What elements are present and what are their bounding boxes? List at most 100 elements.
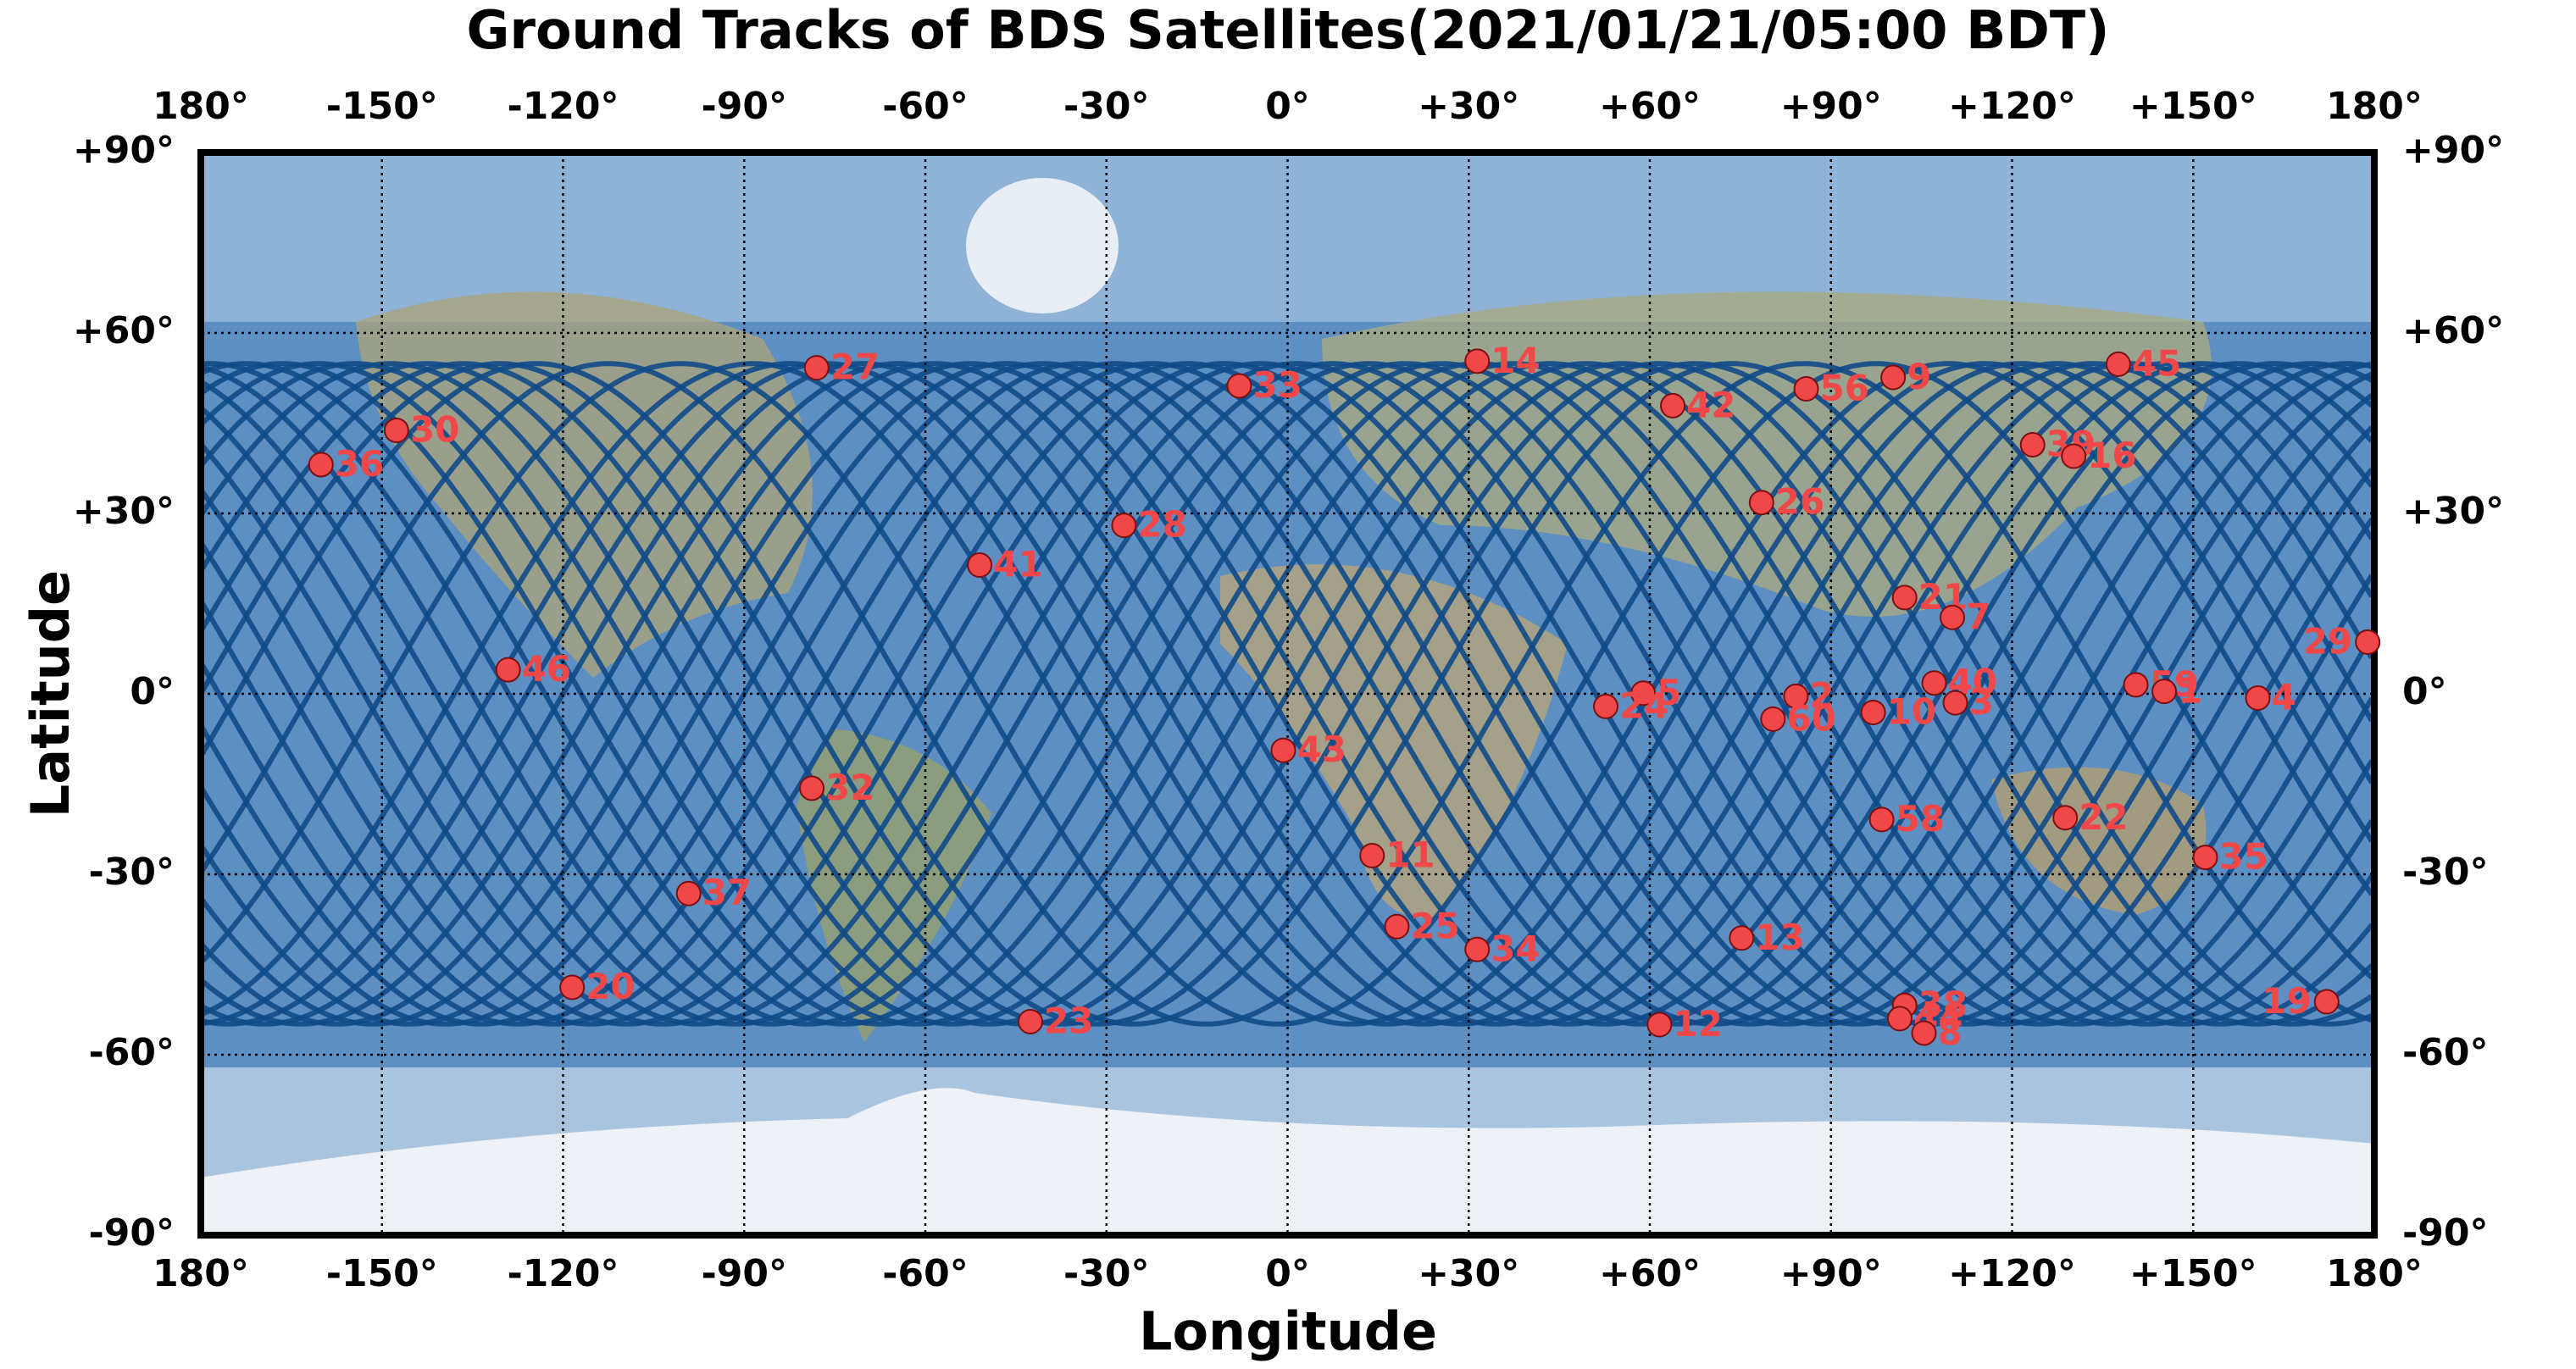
satellite-point	[1592, 693, 1618, 719]
satellite-point	[2151, 679, 2178, 705]
satellite-point	[1226, 373, 1252, 399]
satellite-label: 29	[2303, 620, 2352, 662]
y-tick-label: -30°	[2402, 851, 2489, 894]
south-america	[797, 729, 991, 1042]
satellite-label: 43	[1297, 729, 1346, 770]
satellite-point	[1942, 690, 1968, 716]
satellite-label: 26	[1775, 481, 1824, 523]
x-tick-label: +30°	[1418, 1252, 1519, 1295]
ground-track	[198, 361, 2374, 1027]
satellite-label: 10	[1887, 691, 1936, 733]
x-tick-label: +30°	[1418, 85, 1519, 128]
y-tick-label: +60°	[2402, 309, 2504, 352]
x-tick-label: +150°	[2129, 85, 2257, 128]
satellite-label: 8	[1937, 1012, 1962, 1053]
x-tick-label: -150°	[326, 1252, 438, 1295]
satellite-point	[2123, 672, 2149, 698]
satellite-point	[1729, 925, 1755, 951]
chart-title: Ground Tracks of BDS Satellites(2021/01/…	[467, 0, 2110, 61]
y-axis-label: Latitude	[19, 570, 81, 818]
satellite-label: 38	[1918, 984, 1968, 1025]
satellite-point	[1939, 604, 1965, 630]
satellite-label: 23	[1044, 1000, 1093, 1041]
satellite-point	[2192, 845, 2218, 871]
x-tick-label: -120°	[507, 85, 619, 128]
satellite-point	[2019, 432, 2046, 458]
y-tick-label: -90°	[2402, 1211, 2489, 1255]
y-tick-label: 0°	[130, 670, 175, 713]
y-tick-label: -90°	[89, 1211, 175, 1255]
satellite-point	[2355, 629, 2381, 655]
satellite-label: 14	[1491, 340, 1540, 381]
satellite-point	[1921, 670, 1947, 696]
y-tick-label: +60°	[73, 309, 175, 352]
ground-track	[198, 361, 2373, 1027]
y-tick-label: 0°	[2402, 670, 2447, 713]
satellite-label: 27	[830, 346, 880, 388]
satellite-point	[1860, 700, 1886, 726]
satellite-label: 33	[1253, 364, 1302, 406]
satellite-point	[1384, 913, 1410, 939]
satellite-point	[1911, 1020, 1937, 1046]
satellite-point	[308, 452, 334, 478]
satellite-label: 3	[1969, 681, 1994, 723]
x-tick-label: -90°	[702, 85, 788, 128]
x-tick-label: +90°	[1780, 1252, 1882, 1295]
x-tick-label: -120°	[507, 1252, 619, 1295]
satellite-point	[1646, 1012, 1673, 1038]
satellite-label: 32	[825, 767, 874, 808]
satellite-point	[675, 880, 702, 906]
satellite-label: 34	[1491, 928, 1540, 969]
x-tick-label: 0°	[1265, 85, 1310, 128]
ground-track	[198, 361, 2373, 1027]
satellite-point	[1748, 490, 1774, 516]
satellite-point	[799, 775, 825, 801]
x-tick-label: +60°	[1599, 85, 1701, 128]
satellite-point	[495, 657, 521, 683]
satellite-label: 19	[2262, 980, 2311, 1022]
satellite-point	[2105, 351, 2131, 377]
satellite-point	[2245, 684, 2271, 711]
satellite-label: 30	[410, 409, 459, 451]
satellite-label: 58	[1896, 798, 1945, 840]
satellite-label: 16	[2087, 435, 2136, 476]
x-tick-label: +120°	[1948, 85, 2076, 128]
x-tick-label: -90°	[702, 1252, 788, 1295]
ground-track	[198, 361, 2373, 1027]
x-tick-label: +120°	[1948, 1252, 2076, 1295]
satellite-point	[1891, 585, 1918, 611]
x-tick-label: 180°	[153, 85, 249, 128]
satellite-label: 56	[1820, 368, 1869, 409]
ground-track	[198, 361, 2374, 1027]
ground-track	[198, 361, 2374, 1027]
satellite-point	[1793, 376, 1819, 402]
satellite-label: 35	[2219, 836, 2268, 878]
satellite-point	[1868, 806, 1895, 833]
africa	[1220, 564, 1568, 917]
satellite-label: 9	[1907, 356, 1931, 397]
satellite-label: 36	[335, 443, 384, 485]
x-tick-label: +150°	[2129, 1252, 2257, 1295]
satellite-label: 45	[2132, 342, 2181, 384]
satellite-label: 22	[2079, 796, 2128, 838]
x-axis-label: Longitude	[1139, 1300, 1437, 1362]
ground-track	[199, 361, 2374, 1027]
greenland	[966, 178, 1119, 313]
satellite-point	[1270, 737, 1296, 763]
satellite-point	[1464, 936, 1491, 962]
satellite-label: 60	[1786, 697, 1835, 739]
ground-track	[198, 361, 2374, 1027]
satellite-point	[2313, 989, 2340, 1015]
x-tick-label: -60°	[882, 85, 969, 128]
ground-track	[200, 361, 2374, 1027]
satellite-label: 28	[1137, 504, 1186, 546]
y-tick-label: +30°	[73, 490, 175, 533]
satellite-label: 5	[1657, 672, 1681, 713]
y-tick-label: -60°	[2402, 1031, 2489, 1074]
ground-tracks	[198, 361, 2374, 1027]
satellite-label: 46	[522, 648, 571, 690]
ground-track	[198, 361, 2373, 1027]
x-tick-label: +90°	[1780, 85, 1882, 128]
x-tick-label: 180°	[2326, 85, 2423, 128]
